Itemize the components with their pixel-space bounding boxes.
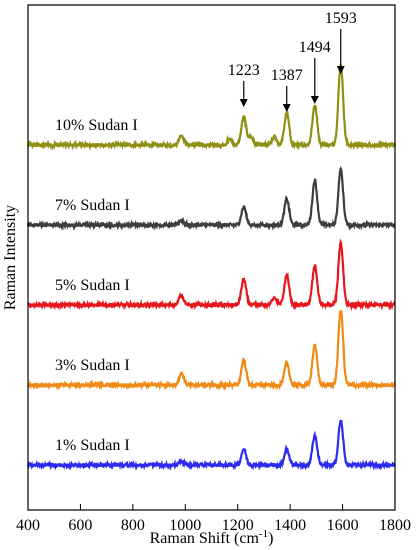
- series-labels: 10% Sudan I 7% Sudan I 5% Sudan I 3% Sudan …: [55, 117, 138, 454]
- spectrum-line: [26, 64, 396, 152]
- peak-label: 1494: [299, 39, 331, 56]
- x-axis-label-main: Raman Shift (cm: [150, 530, 260, 547]
- spectrum-line: [27, 310, 396, 391]
- spectrum-line: [26, 165, 396, 231]
- x-tick-label: 400: [16, 517, 40, 534]
- x-tick-label: 1600: [327, 517, 359, 534]
- series-label: 5% Sudan I: [55, 277, 130, 294]
- x-axis-label-close: ): [268, 530, 273, 547]
- x-axis-label: Raman Shift (cm-1): [150, 528, 274, 547]
- series-label: 1% Sudan I: [55, 437, 130, 454]
- x-tick-label: 600: [68, 517, 92, 534]
- x-tick-label: 1400: [274, 517, 306, 534]
- peak-label: 1593: [325, 10, 357, 27]
- spectrum-line: [27, 419, 396, 471]
- series-label: 10% Sudan I: [55, 117, 138, 134]
- x-axis-ticks: 400 600 800 1000 1200 1400 1600 1800: [16, 504, 411, 534]
- x-tick-label: 1200: [222, 517, 254, 534]
- peak-label: 1387: [271, 67, 303, 84]
- series-label: 3% Sudan I: [55, 357, 130, 374]
- spectrum-traces: [26, 64, 396, 471]
- series-label: 7% Sudan I: [55, 197, 130, 214]
- x-axis-label-superscript: -1: [259, 528, 268, 540]
- spectrum-line: [27, 238, 396, 311]
- x-tick-label: 800: [121, 517, 145, 534]
- peak-annotations: 1223 1387 1494 1593: [228, 10, 357, 112]
- peak-label: 1223: [228, 62, 260, 79]
- x-tick-label: 1800: [379, 517, 411, 534]
- plot-frame: [27, 4, 396, 511]
- y-axis-label: Raman Intensity: [2, 205, 19, 310]
- x-tick-label: 1000: [169, 517, 201, 534]
